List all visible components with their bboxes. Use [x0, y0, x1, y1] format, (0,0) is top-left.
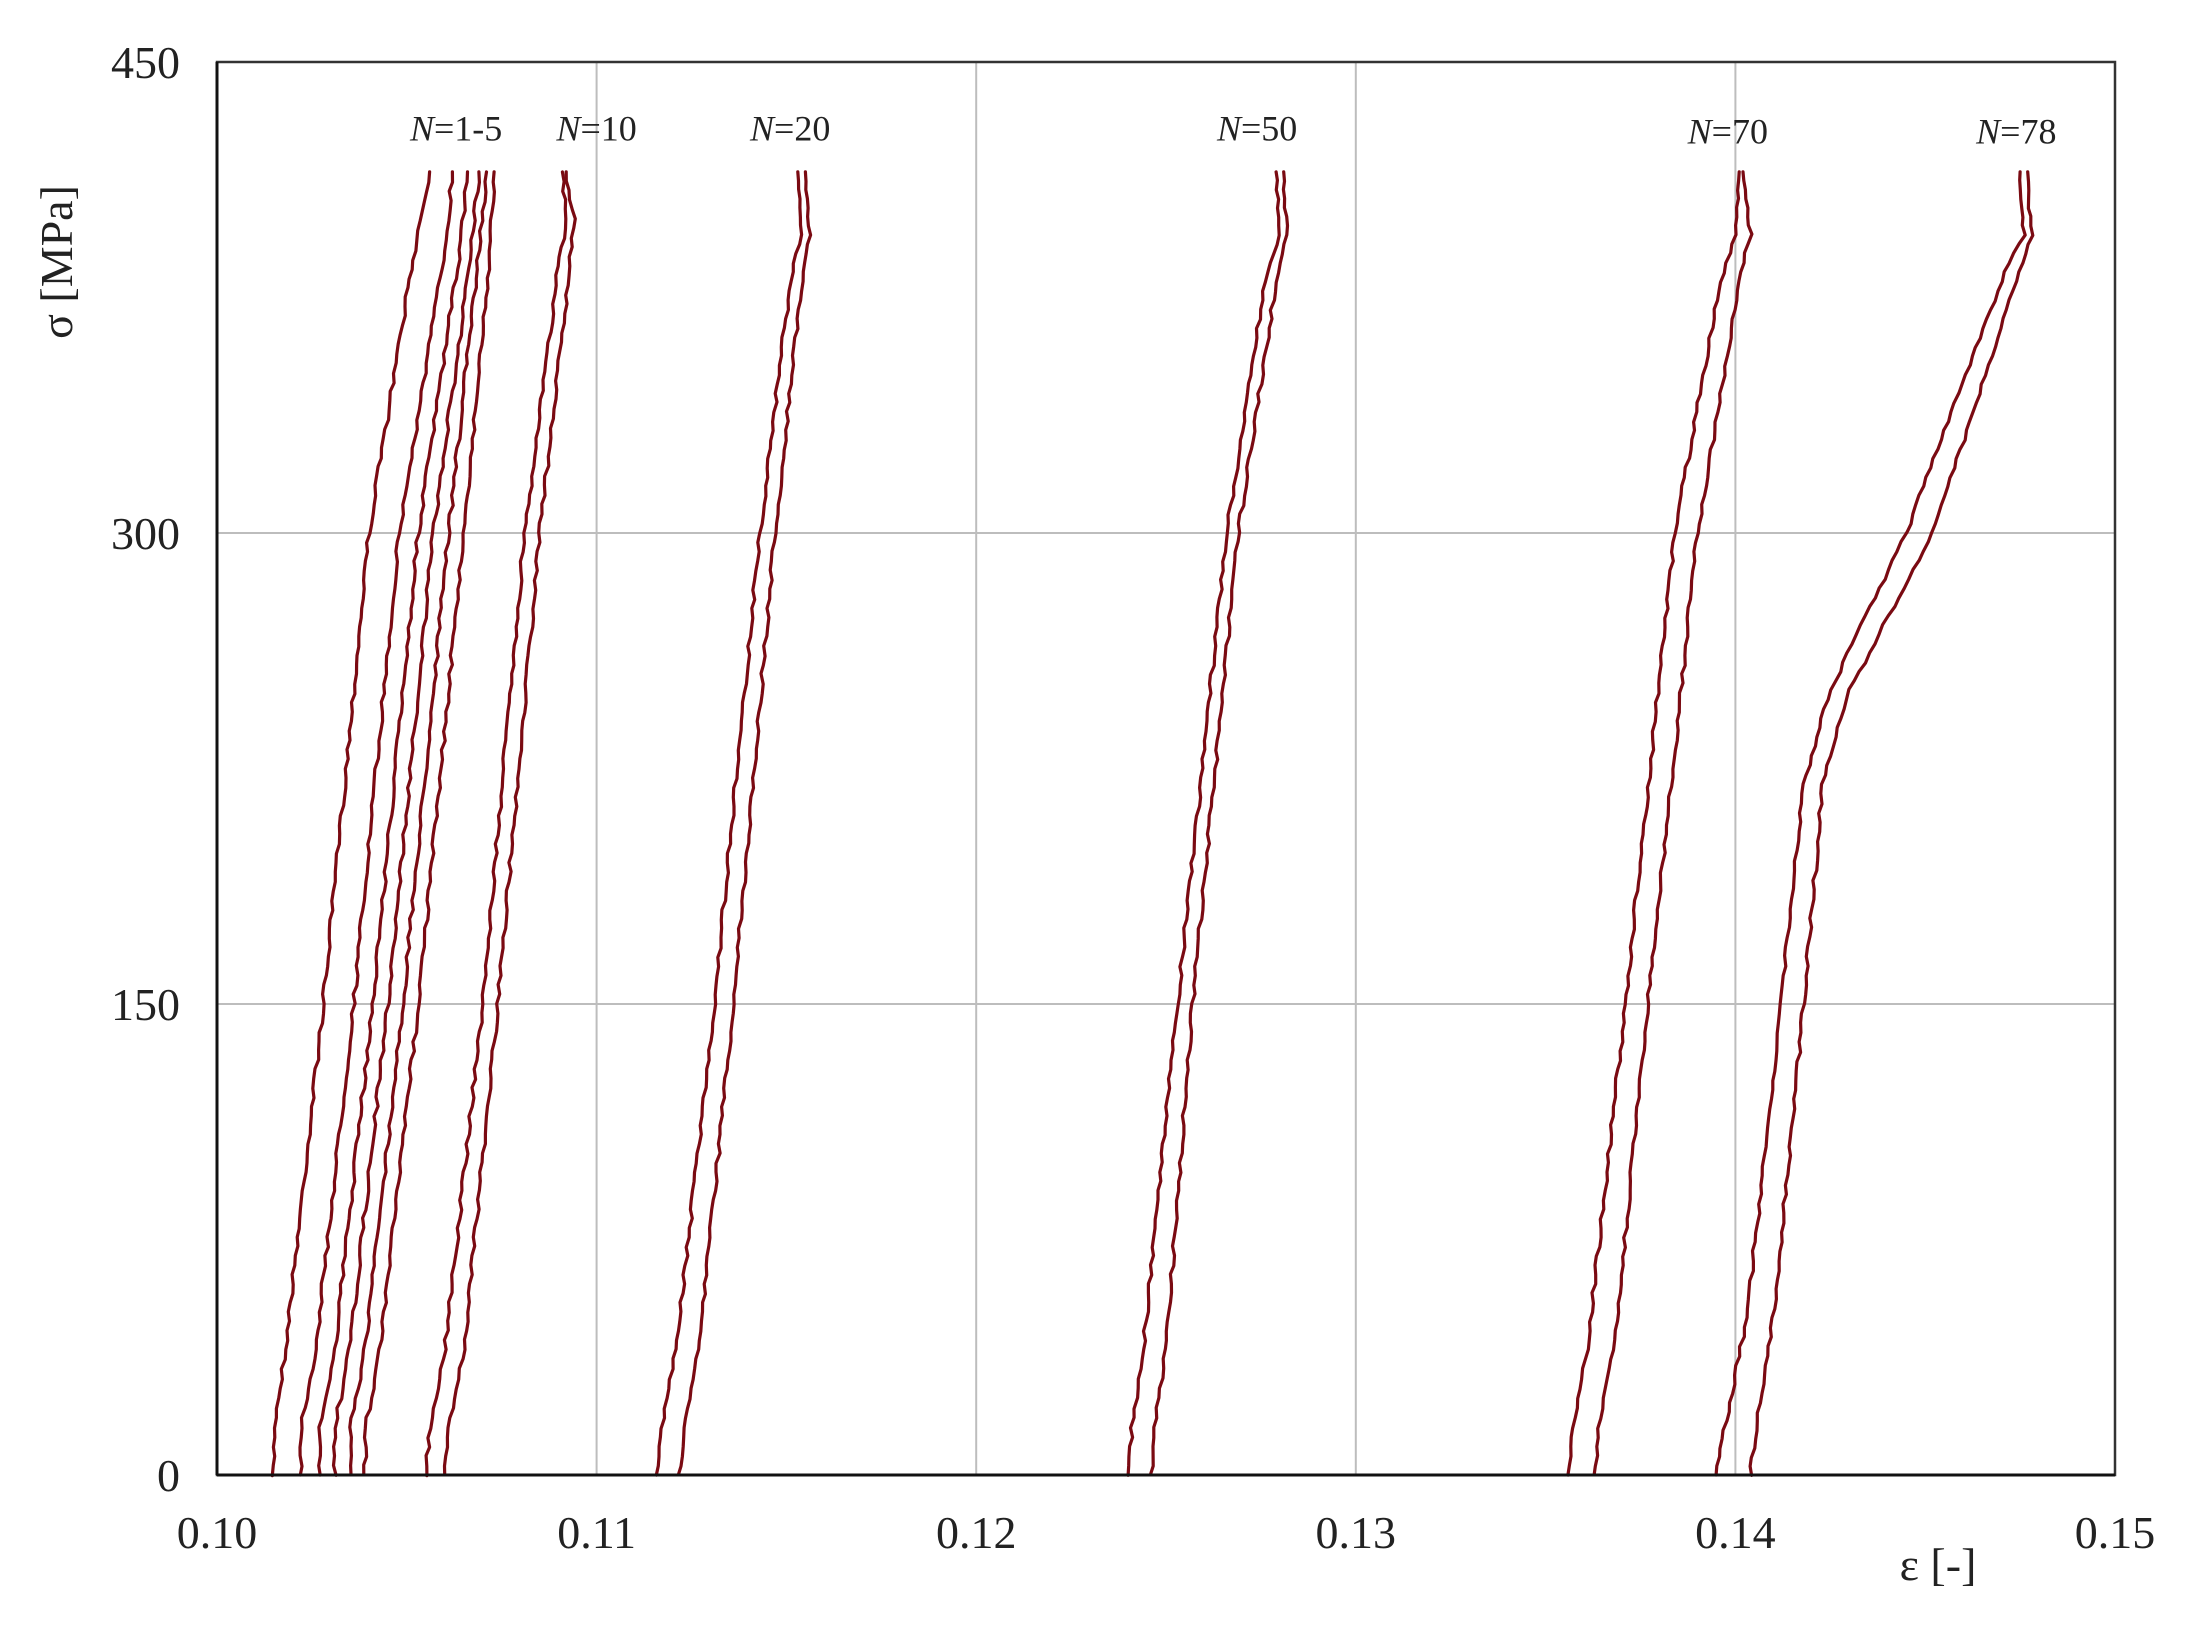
series-line-n-1-5 — [317, 170, 470, 1477]
curve-label: N=1-5 — [409, 109, 502, 149]
y-tick-label: 0 — [157, 1450, 180, 1501]
series-line-n-1-5 — [270, 170, 432, 1478]
series-line-n-20 — [654, 170, 804, 1477]
series-line-n-78 — [1714, 170, 2027, 1477]
x-tick-label: 0.13 — [1316, 1507, 1397, 1558]
tick-labels: 0.10 0.11 0.12 0.13 0.14 0.15 0 150 300 450 — [111, 37, 2155, 1558]
x-tick-label: 0.11 — [557, 1507, 636, 1558]
series-line-n-50 — [1148, 170, 1290, 1477]
curve-label: N=50 — [1216, 109, 1297, 149]
curve-label: N=20 — [749, 109, 830, 149]
series-layer — [270, 170, 2035, 1478]
series-line-n-1-5 — [331, 170, 481, 1477]
x-tick-label: 0.15 — [2075, 1507, 2156, 1558]
series-line-n-10 — [442, 170, 577, 1476]
y-tick-label: 150 — [111, 979, 180, 1030]
y-tick-label: 300 — [111, 508, 180, 559]
series-line-n-1-5 — [348, 170, 489, 1477]
x-tick-label: 0.12 — [936, 1507, 1017, 1558]
y-tick-label: 450 — [111, 37, 180, 88]
series-line-n-1-5 — [298, 170, 455, 1477]
series-line-n-70 — [1592, 170, 1754, 1476]
x-tick-label: 0.10 — [177, 1507, 258, 1558]
series-line-n-78 — [1748, 170, 2035, 1477]
axes — [215, 60, 2117, 1477]
series-line-n-20 — [676, 170, 813, 1476]
curve-label: N=78 — [1975, 112, 2056, 152]
series-line-n-10 — [424, 170, 568, 1478]
series-line-n-50 — [1126, 170, 1281, 1477]
series-line-n-70 — [1566, 170, 1741, 1477]
x-axis-label: ε [-] — [1900, 1539, 1977, 1590]
curve-labels: N=1-5 N=10 N=20 N=50 N=70 N=78 — [409, 109, 2056, 152]
curve-label: N=70 — [1687, 112, 1768, 152]
curve-label: N=10 — [555, 109, 636, 149]
series-line-n-1-5 — [362, 170, 496, 1477]
x-tick-label: 0.14 — [1695, 1507, 1776, 1558]
y-axis-label: σ [MPa] — [31, 185, 82, 339]
